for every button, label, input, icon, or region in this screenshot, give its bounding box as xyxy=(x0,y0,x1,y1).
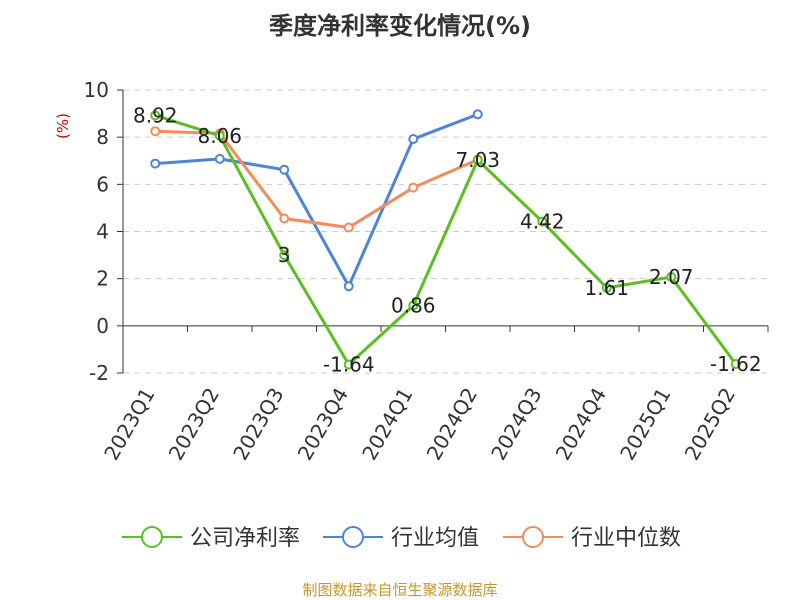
data-point xyxy=(666,272,677,283)
data-point xyxy=(408,182,419,193)
data-point xyxy=(343,222,354,233)
y-tick-label: 10 xyxy=(84,78,109,102)
x-tick-label: 2024Q1 xyxy=(357,384,417,465)
axes xyxy=(117,89,769,374)
data-label: -1.62 xyxy=(710,352,762,376)
x-tick-labels: 2023Q1 2023Q2 2023Q3 2023Q4 2024Q1 2024Q2 2024… xyxy=(99,384,740,465)
data-point xyxy=(279,213,290,224)
series-lines xyxy=(154,112,737,367)
x-tick-label: 2024Q4 xyxy=(551,384,611,465)
data-point xyxy=(472,109,483,120)
data-label: 3 xyxy=(278,243,291,267)
data-point xyxy=(343,359,354,370)
x-tick-label: 2023Q3 xyxy=(228,384,288,465)
series-line-0 xyxy=(154,114,737,367)
data-label: 8.06 xyxy=(197,124,242,148)
y-tick-label: 2 xyxy=(96,267,109,291)
legend-label: 公司净利率 xyxy=(190,526,300,551)
data-point xyxy=(601,282,612,293)
data-point xyxy=(343,281,354,292)
data-label: 2.07 xyxy=(649,265,694,289)
x-tick-label: 2023Q2 xyxy=(164,384,224,465)
data-point xyxy=(279,250,290,261)
series-line-1 xyxy=(155,112,479,288)
data-labels: 8.92 8.06 3 -1.64 0.86 7.03 4.42 1.61 2.07 -1.62 xyxy=(133,103,762,376)
legend[interactable]: 公司净利率 行业均值 行业中位数 xyxy=(122,526,681,551)
x-tick-label: 2024Q2 xyxy=(422,384,482,465)
y-axis-unit: (%) xyxy=(54,113,72,139)
x-tick-label: 2025Q1 xyxy=(615,384,675,465)
x-tick-label: 2025Q2 xyxy=(680,384,740,465)
y-tick-label: 6 xyxy=(96,172,109,196)
source-note: 制图数据来自恒生聚源数据库 xyxy=(302,581,497,599)
data-point xyxy=(150,126,161,137)
data-point xyxy=(730,359,741,370)
legend-item[interactable]: 公司净利率 xyxy=(122,526,300,551)
series-points xyxy=(150,109,741,370)
legend-item[interactable]: 行业均值 xyxy=(323,526,479,551)
data-label: 4.42 xyxy=(520,210,565,234)
data-point xyxy=(408,300,419,311)
data-point xyxy=(150,158,161,169)
x-tick-label: 2023Q1 xyxy=(99,384,159,465)
legend-label: 行业中位数 xyxy=(571,526,681,551)
data-point xyxy=(279,164,290,175)
chart-title: 季度净利率变化情况(%) xyxy=(269,12,531,40)
data-label: -1.64 xyxy=(323,353,375,377)
y-tick-label: -2 xyxy=(89,361,109,385)
data-label: 7.03 xyxy=(455,148,500,172)
data-point xyxy=(150,110,161,121)
legend-marker xyxy=(342,526,364,548)
data-label: 8.92 xyxy=(133,103,178,127)
legend-label: 行业均值 xyxy=(391,526,479,551)
y-tick-label: 4 xyxy=(96,220,109,244)
data-label: 0.86 xyxy=(391,294,436,318)
legend-item[interactable]: 行业中位数 xyxy=(503,526,681,551)
data-point xyxy=(214,153,225,164)
x-tick-label: 2023Q4 xyxy=(293,384,353,465)
data-point xyxy=(472,155,483,166)
y-tick-label: 8 xyxy=(96,125,109,149)
data-label: 1.61 xyxy=(584,276,629,300)
legend-marker xyxy=(141,526,163,548)
data-point xyxy=(537,216,548,227)
data-point xyxy=(214,130,225,141)
data-point xyxy=(408,134,419,145)
y-tick-label: 0 xyxy=(96,314,109,338)
legend-marker xyxy=(522,526,544,548)
x-tick-label: 2024Q3 xyxy=(486,384,546,465)
y-tick-labels: -2 0 2 4 6 8 10 xyxy=(84,78,109,385)
